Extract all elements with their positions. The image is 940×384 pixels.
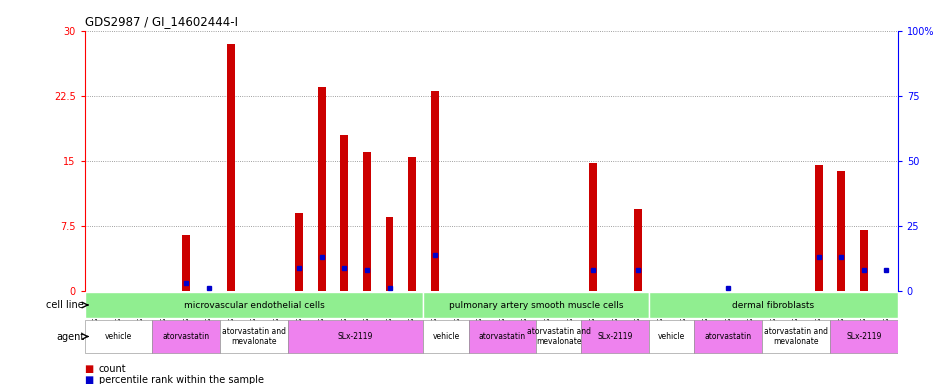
Bar bbox=[537, 320, 582, 353]
Text: microvascular endothelial cells: microvascular endothelial cells bbox=[183, 301, 324, 310]
Text: atorvastatin: atorvastatin bbox=[705, 332, 752, 341]
Text: atorvastatin: atorvastatin bbox=[163, 332, 210, 341]
Bar bbox=[588, 162, 597, 291]
Bar bbox=[227, 44, 235, 291]
Text: vehicle: vehicle bbox=[658, 332, 685, 341]
Text: atorvastatin and
mevalonate: atorvastatin and mevalonate bbox=[222, 327, 286, 346]
Text: vehicle: vehicle bbox=[105, 332, 133, 341]
Bar bbox=[830, 320, 898, 353]
Bar bbox=[363, 152, 371, 291]
Text: percentile rank within the sample: percentile rank within the sample bbox=[99, 375, 264, 384]
Text: dermal fibroblasts: dermal fibroblasts bbox=[732, 301, 815, 310]
Bar bbox=[650, 292, 898, 318]
Text: SLx-2119: SLx-2119 bbox=[598, 332, 633, 341]
Text: ■: ■ bbox=[85, 364, 94, 374]
Text: count: count bbox=[99, 364, 126, 374]
Bar bbox=[650, 320, 695, 353]
Bar bbox=[152, 320, 220, 353]
Text: SLx-2119: SLx-2119 bbox=[338, 332, 373, 341]
Bar bbox=[860, 230, 868, 291]
Bar bbox=[295, 213, 303, 291]
Bar bbox=[318, 87, 325, 291]
Bar bbox=[85, 292, 423, 318]
Bar bbox=[582, 320, 650, 353]
Text: SLx-2119: SLx-2119 bbox=[846, 332, 882, 341]
Bar bbox=[408, 157, 416, 291]
Text: pulmonary artery smooth muscle cells: pulmonary artery smooth muscle cells bbox=[449, 301, 623, 310]
Bar bbox=[634, 209, 642, 291]
Text: atorvastatin and
mevalonate: atorvastatin and mevalonate bbox=[764, 327, 828, 346]
Text: cell line: cell line bbox=[46, 300, 85, 310]
Bar bbox=[288, 320, 423, 353]
Bar bbox=[423, 320, 468, 353]
Text: atorvastatin: atorvastatin bbox=[478, 332, 526, 341]
Bar bbox=[385, 217, 394, 291]
Bar bbox=[431, 91, 439, 291]
Bar bbox=[695, 320, 762, 353]
Bar bbox=[423, 292, 650, 318]
Text: ■: ■ bbox=[85, 375, 94, 384]
Bar bbox=[85, 320, 152, 353]
Bar bbox=[220, 320, 288, 353]
Bar bbox=[340, 135, 349, 291]
Bar bbox=[182, 235, 190, 291]
Text: agent: agent bbox=[55, 331, 85, 341]
Text: atorvastatin and
mevalonate: atorvastatin and mevalonate bbox=[527, 327, 591, 346]
Bar bbox=[838, 171, 845, 291]
Bar bbox=[815, 165, 822, 291]
Text: GDS2987 / GI_14602444-I: GDS2987 / GI_14602444-I bbox=[85, 15, 238, 28]
Text: vehicle: vehicle bbox=[432, 332, 460, 341]
Bar bbox=[762, 320, 830, 353]
Bar bbox=[468, 320, 537, 353]
